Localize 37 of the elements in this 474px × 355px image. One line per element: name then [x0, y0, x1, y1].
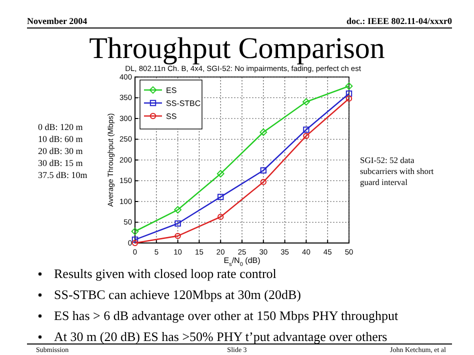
- point: [260, 167, 266, 174]
- text: Results given with closed loop rate control: [54, 266, 277, 281]
- text: subcarriers with short: [360, 166, 434, 176]
- text: SGI-52: 52 data: [360, 155, 415, 165]
- point: [260, 178, 266, 186]
- point: [260, 128, 268, 136]
- point: [345, 82, 353, 90]
- legend-label: SS-STBC: [166, 99, 201, 108]
- point: [174, 232, 181, 240]
- x-axis-title: E$_{s}$/N$_{0}$ (dB): [224, 256, 261, 268]
- text: 37.5 dB: 10m: [38, 170, 88, 180]
- text: 10 dB: 60 m: [38, 134, 83, 144]
- text: November 2004: [27, 16, 88, 26]
- point: [174, 206, 182, 214]
- text: ES has > 6 dB advantage over other at 150 Mbps PHY throughput: [54, 308, 398, 323]
- point: [302, 98, 310, 106]
- point: [303, 126, 310, 133]
- point: [346, 95, 352, 102]
- chart-title: Throughput Comparison: [89, 32, 385, 65]
- point: [131, 228, 139, 236]
- point: [216, 170, 224, 178]
- point: [132, 240, 138, 246]
- point: [132, 236, 138, 243]
- point: [346, 90, 352, 97]
- point: [218, 194, 224, 200]
- point: [174, 220, 181, 227]
- text: guard interval: [360, 177, 408, 187]
- text: 0 dB: 120 m: [38, 122, 83, 132]
- text: SS-STBC can achieve 120Mbps at 30m (20dB): [54, 287, 301, 302]
- point: [303, 132, 310, 140]
- legend-label: ES: [166, 86, 177, 95]
- text: 30 dB: 15 m: [38, 158, 83, 168]
- legend-label: SS: [166, 112, 177, 121]
- point: [218, 214, 224, 220]
- text: 20 dB: 30 m: [38, 146, 83, 156]
- text: At 30 m (20 dB) ES has >50% PHY t’put advantage over others: [54, 329, 388, 344]
- text: doc.: IEEE 802.11-04/xxxr0: [346, 16, 452, 26]
